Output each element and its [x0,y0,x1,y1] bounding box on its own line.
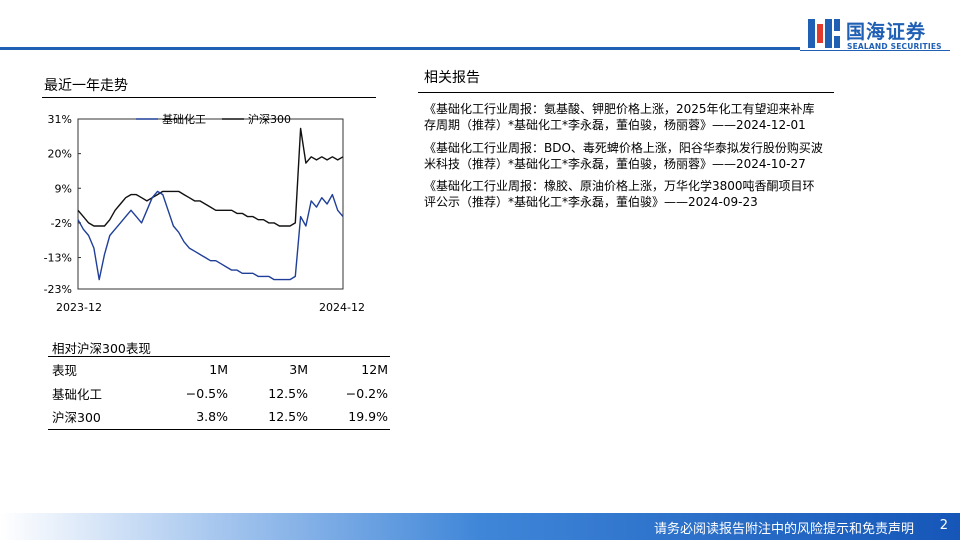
y-tick-label: -13% [44,252,72,265]
table-header-row: 表现 1M 3M 12M [48,357,390,381]
performance-title-rule [48,356,390,357]
table-cell: 基础化工 [52,386,103,402]
brand-logo: 国海证券 SEALAND SECURITIES [806,16,956,56]
table-header-cell: 12M [361,361,388,377]
page-number: 2 [939,518,948,533]
table-header-cell: 3M [289,361,308,377]
table-cell: 12.5% [228,405,308,430]
y-tick-label: 9% [55,182,72,195]
chart-y-ticks: 31% 20% 9% -2% -13% -23% [44,113,81,296]
header-rule [0,47,800,50]
x-tick-label: 2024-12 [319,301,365,314]
table-cell: 12.5% [268,385,308,401]
sealand-logo-icon [808,19,840,48]
table-cell: −0.5% [185,385,228,401]
x-tick-label: 2023-12 [56,301,102,314]
y-tick-label: -2% [51,217,72,230]
reports-section-title: 相关报告 [424,70,480,86]
chart-series-lines [77,127,344,281]
performance-table-title: 相对沪深300表现 [52,341,151,356]
y-tick-label: 20% [48,148,72,161]
table-cell: 19.9% [308,405,388,430]
table-header-cell: 1M [209,361,228,377]
trend-section-title: 最近一年走势 [44,78,128,94]
legend-label: 基础化工 [162,112,206,126]
report-item-1[interactable]: 《基础化工行业周报：氨基酸、钾肥价格上涨，2025年化工有望迎来补库存周期（推荐… [424,102,815,132]
trend-title-rule [42,97,376,98]
trend-chart: 31% 20% 9% -2% -13% -23% 2023-12 2024-12 基础化工 沪… [44,112,365,314]
y-tick-label: -23% [44,283,72,296]
table-cell: 3.8% [148,405,228,430]
chart-plot-frame [77,118,344,290]
report-item-2[interactable]: 《基础化工行业周报：BDO、毒死蜱价格上涨，阳谷华泰拟发行股份购买波米科技（推荐… [424,141,823,171]
table-header-cell: 表现 [52,362,78,378]
table-cell: 沪深300 [48,405,148,430]
chart-x-ticks: 2023-12 2024-12 [56,301,365,314]
chart-axes [77,118,344,290]
table-row: 基础化工 −0.5% 12.5% −0.2% [48,381,390,405]
footer-disclaimer: 请务必阅读报告附注中的风险提示和免责声明 [653,522,914,537]
legend-label: 沪深300 [248,112,291,126]
performance-table: 表现 1M 3M 12M 基础化工 −0.5% 12.5% −0.2% 沪深30… [48,357,390,430]
report-item-3[interactable]: 《基础化工行业周报：橡胶、原油价格上涨，万华化学3800吨香酮项目环评公示（推荐… [424,179,815,209]
y-tick-label: 31% [48,113,72,126]
header-rule-thin [800,50,950,51]
series-line-chemical [77,190,344,281]
chart-legend: 基础化工 沪深300 [136,112,291,126]
series-line-csi300 [77,127,344,227]
reports-title-rule [418,92,834,93]
footer-bar [0,513,960,540]
table-cell: −0.2% [345,385,388,401]
table-row: 沪深300 3.8% 12.5% 19.9% [48,405,390,430]
brand-name-en: SEALAND SECURITIES [847,42,942,51]
brand-name-cn: 国海证券 [846,21,927,43]
